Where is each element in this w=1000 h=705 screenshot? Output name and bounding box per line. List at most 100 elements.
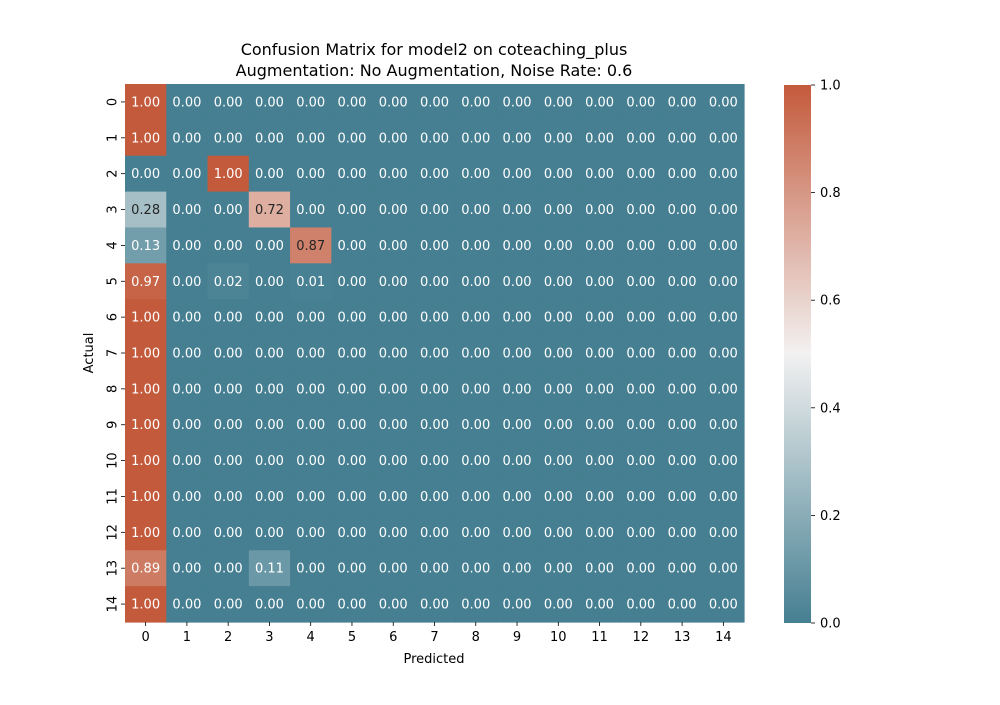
cell-value-label-5-1: 0.00 <box>172 275 201 290</box>
cell-value-label-9-1: 0.00 <box>172 418 201 433</box>
cell-value-label-1-8: 0.00 <box>461 131 490 146</box>
cell-value-label-10-5: 0.00 <box>337 454 366 469</box>
cell-value-label-12-7: 0.00 <box>420 526 449 541</box>
heatmap-cell-11-8 <box>455 478 497 515</box>
cell-value-label-0-9: 0.00 <box>503 95 532 110</box>
heatmap-cell-2-14 <box>702 155 745 193</box>
heatmap-cell-14-9 <box>496 586 539 623</box>
cell-value-label-11-10: 0.00 <box>544 490 573 505</box>
cell-value-label-7-6: 0.00 <box>379 347 408 362</box>
heatmap-cell-3-5 <box>331 191 374 229</box>
heatmap-cell-11-14 <box>702 478 745 515</box>
heatmap-cell-3-1 <box>166 191 209 229</box>
heatmap-cell-7-13 <box>661 335 704 372</box>
cell-value-label-0-3: 0.00 <box>255 95 284 110</box>
heatmap-cell-10-12 <box>620 442 663 480</box>
heatmap-cell-3-6 <box>372 191 415 229</box>
x-tick-label-10: 10 <box>550 630 567 645</box>
cell-value-label-6-4: 0.00 <box>296 311 325 326</box>
cell-value-label-8-12: 0.00 <box>626 382 655 397</box>
cell-value-label-8-13: 0.00 <box>668 382 697 397</box>
heatmap-cell-0-6 <box>372 84 415 121</box>
cell-value-label-6-14: 0.00 <box>709 311 738 326</box>
cell-value-label-3-14: 0.00 <box>709 203 738 218</box>
heatmap-cell-2-9 <box>496 155 539 193</box>
cell-value-label-3-11: 0.00 <box>585 203 614 218</box>
heatmap-cell-10-10 <box>537 442 580 480</box>
cell-value-label-5-7: 0.00 <box>420 275 449 290</box>
cell-value-label-13-1: 0.00 <box>172 562 201 577</box>
cell-value-label-13-6: 0.00 <box>379 562 408 577</box>
cell-value-label-5-8: 0.00 <box>461 275 490 290</box>
y-tick-label-5: 5 <box>106 277 121 285</box>
heatmap-cell-5-0 <box>125 263 167 300</box>
heatmap-cell-13-8 <box>455 550 497 587</box>
cell-value-label-11-2: 0.00 <box>214 490 243 505</box>
cell-value-label-0-11: 0.00 <box>585 95 614 110</box>
cell-value-label-3-3: 0.72 <box>255 203 284 218</box>
heatmap-cell-13-10 <box>537 550 580 587</box>
heatmap-cell-6-13 <box>661 299 704 336</box>
heatmap-cell-2-1 <box>166 155 209 193</box>
cell-value-label-13-0: 0.89 <box>131 562 160 577</box>
cell-value-label-4-8: 0.00 <box>461 239 490 254</box>
cell-value-label-6-0: 1.00 <box>131 311 160 326</box>
heatmap-cell-5-11 <box>578 263 621 300</box>
heatmap-cell-2-12 <box>620 155 663 193</box>
x-tick-label-6: 6 <box>389 630 397 645</box>
cell-value-label-2-13: 0.00 <box>668 167 697 182</box>
cell-value-label-4-3: 0.00 <box>255 239 284 254</box>
cell-value-label-12-14: 0.00 <box>709 526 738 541</box>
heatmap-cell-11-7 <box>413 478 456 515</box>
heatmap-cell-4-10 <box>537 227 580 264</box>
cell-value-label-11-9: 0.00 <box>503 490 532 505</box>
cell-value-label-11-6: 0.00 <box>379 490 408 505</box>
heatmap-cell-8-0 <box>125 370 167 408</box>
heatmap-cell-0-2 <box>207 84 250 121</box>
heatmap-cell-0-9 <box>496 84 539 121</box>
cell-value-label-0-14: 0.00 <box>709 95 738 110</box>
heatmap-cell-13-13 <box>661 550 704 587</box>
heatmap-cell-5-10 <box>537 263 580 300</box>
cell-value-label-6-12: 0.00 <box>626 311 655 326</box>
heatmap-cell-12-2 <box>207 514 250 551</box>
cell-value-label-8-6: 0.00 <box>379 382 408 397</box>
heatmap-cell-12-0 <box>125 514 167 551</box>
cell-value-label-4-2: 0.00 <box>214 239 243 254</box>
cell-value-label-14-13: 0.00 <box>668 598 697 613</box>
cell-value-label-13-2: 0.00 <box>214 562 243 577</box>
cell-value-label-10-2: 0.00 <box>214 454 243 469</box>
cell-value-label-0-6: 0.00 <box>379 95 408 110</box>
cell-value-label-12-2: 0.00 <box>214 526 243 541</box>
cell-value-label-3-1: 0.00 <box>172 203 201 218</box>
cell-value-label-2-4: 0.00 <box>296 167 325 182</box>
heatmap-cell-6-7 <box>413 299 456 336</box>
cell-value-label-7-4: 0.00 <box>296 347 325 362</box>
heatmap-cell-1-10 <box>537 119 580 157</box>
cell-value-label-2-1: 0.00 <box>172 167 201 182</box>
heatmap-cell-14-1 <box>166 586 209 623</box>
cell-value-label-5-4: 0.01 <box>296 275 325 290</box>
heatmap-cell-7-7 <box>413 335 456 372</box>
x-tick-label-2: 2 <box>224 630 232 645</box>
heatmap-cell-2-4 <box>290 155 332 193</box>
cell-value-label-1-14: 0.00 <box>709 131 738 146</box>
heatmap-cell-2-6 <box>372 155 415 193</box>
heatmap-cell-7-5 <box>331 335 374 372</box>
heatmap-cell-9-11 <box>578 406 621 444</box>
cell-value-label-11-4: 0.00 <box>296 490 325 505</box>
cell-value-label-13-12: 0.00 <box>626 562 655 577</box>
heatmap-cell-3-8 <box>455 191 497 229</box>
heatmap-cell-1-14 <box>702 119 745 157</box>
cell-value-label-7-14: 0.00 <box>709 347 738 362</box>
cell-value-label-5-2: 0.02 <box>214 275 243 290</box>
heatmap-cell-11-10 <box>537 478 580 515</box>
cell-value-label-1-11: 0.00 <box>585 131 614 146</box>
cell-value-label-13-3: 0.11 <box>255 562 284 577</box>
cell-value-label-4-12: 0.00 <box>626 239 655 254</box>
cell-value-label-12-0: 1.00 <box>131 526 160 541</box>
cell-value-label-5-10: 0.00 <box>544 275 573 290</box>
cell-value-label-6-1: 0.00 <box>172 311 201 326</box>
cell-value-label-11-12: 0.00 <box>626 490 655 505</box>
x-tick-label-11: 11 <box>591 630 608 645</box>
